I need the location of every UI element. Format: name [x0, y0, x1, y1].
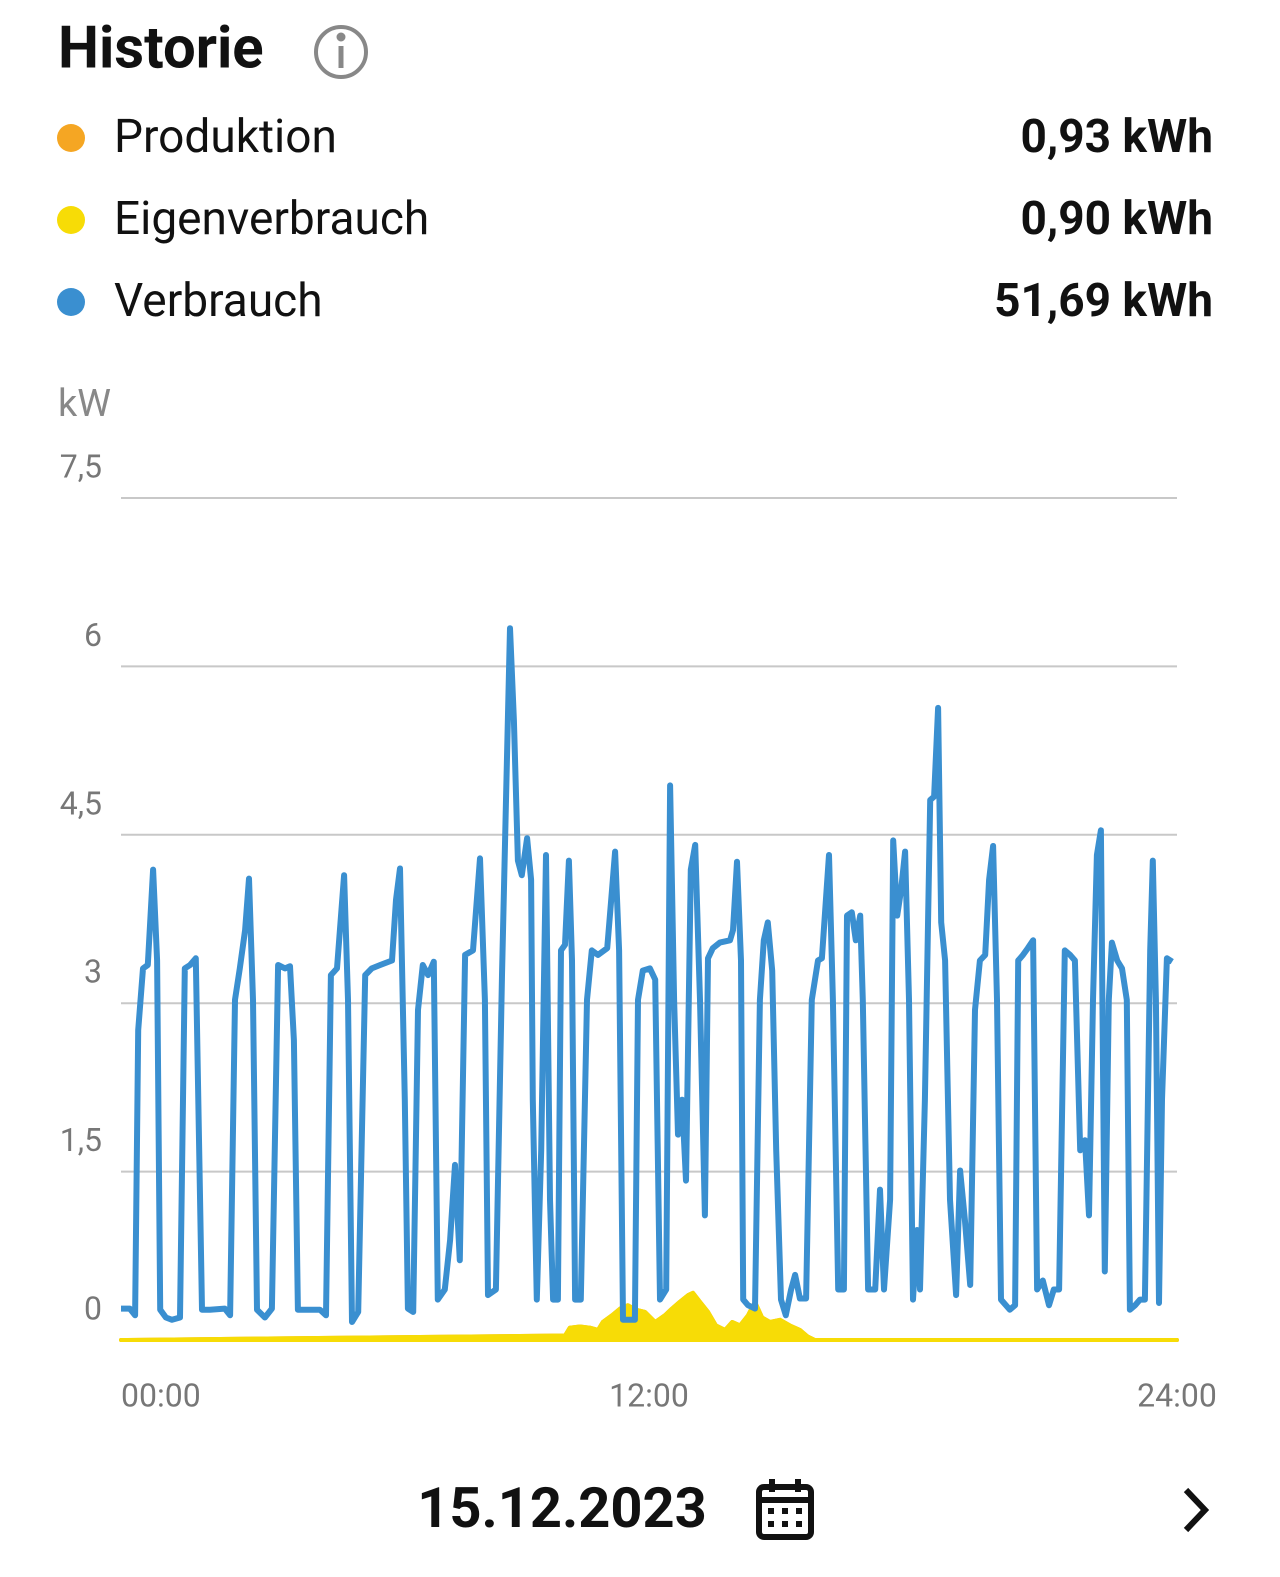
legend-marker — [57, 206, 85, 234]
y-axis-label: kW — [58, 382, 111, 426]
legend-marker — [57, 124, 85, 152]
series-line — [121, 625, 1174, 1325]
legend-total: 51,69 kWh — [994, 274, 1213, 328]
legend-total: 0,93 kWh — [1020, 110, 1213, 164]
x-tick-label: 00:00 — [121, 1376, 201, 1414]
info-icon[interactable] — [314, 25, 368, 79]
legend-label: Produktion — [114, 110, 337, 164]
y-tick-label: 3 — [84, 953, 102, 991]
legend-label: Eigenverbrauch — [114, 192, 429, 246]
series-area — [119, 1290, 1179, 1342]
date[interactable]: 15.12.2023 — [417, 1475, 707, 1541]
x-tick-label: 24:00 — [1137, 1376, 1217, 1414]
x-tick-label: 12:00 — [609, 1376, 689, 1414]
calendar-button[interactable] — [756, 1479, 814, 1540]
y-tick-label: 4,5 — [60, 784, 102, 822]
y-tick-label: 6 — [84, 616, 102, 654]
y-tick-label: 0 — [84, 1289, 102, 1327]
title: Historie — [58, 14, 264, 82]
y-tick-label: 1,5 — [60, 1121, 102, 1159]
legend-total: 0,90 kWh — [1020, 192, 1213, 246]
y-tick-label: 7,5 — [60, 447, 102, 485]
next-day-button[interactable] — [1183, 1487, 1210, 1533]
plot: Produktion 0,93 kWh Eigenverbrauch 0,90 kWh… — [57, 110, 1217, 1414]
legend-marker — [57, 288, 85, 316]
legend-label: Verbrauch — [114, 274, 323, 328]
